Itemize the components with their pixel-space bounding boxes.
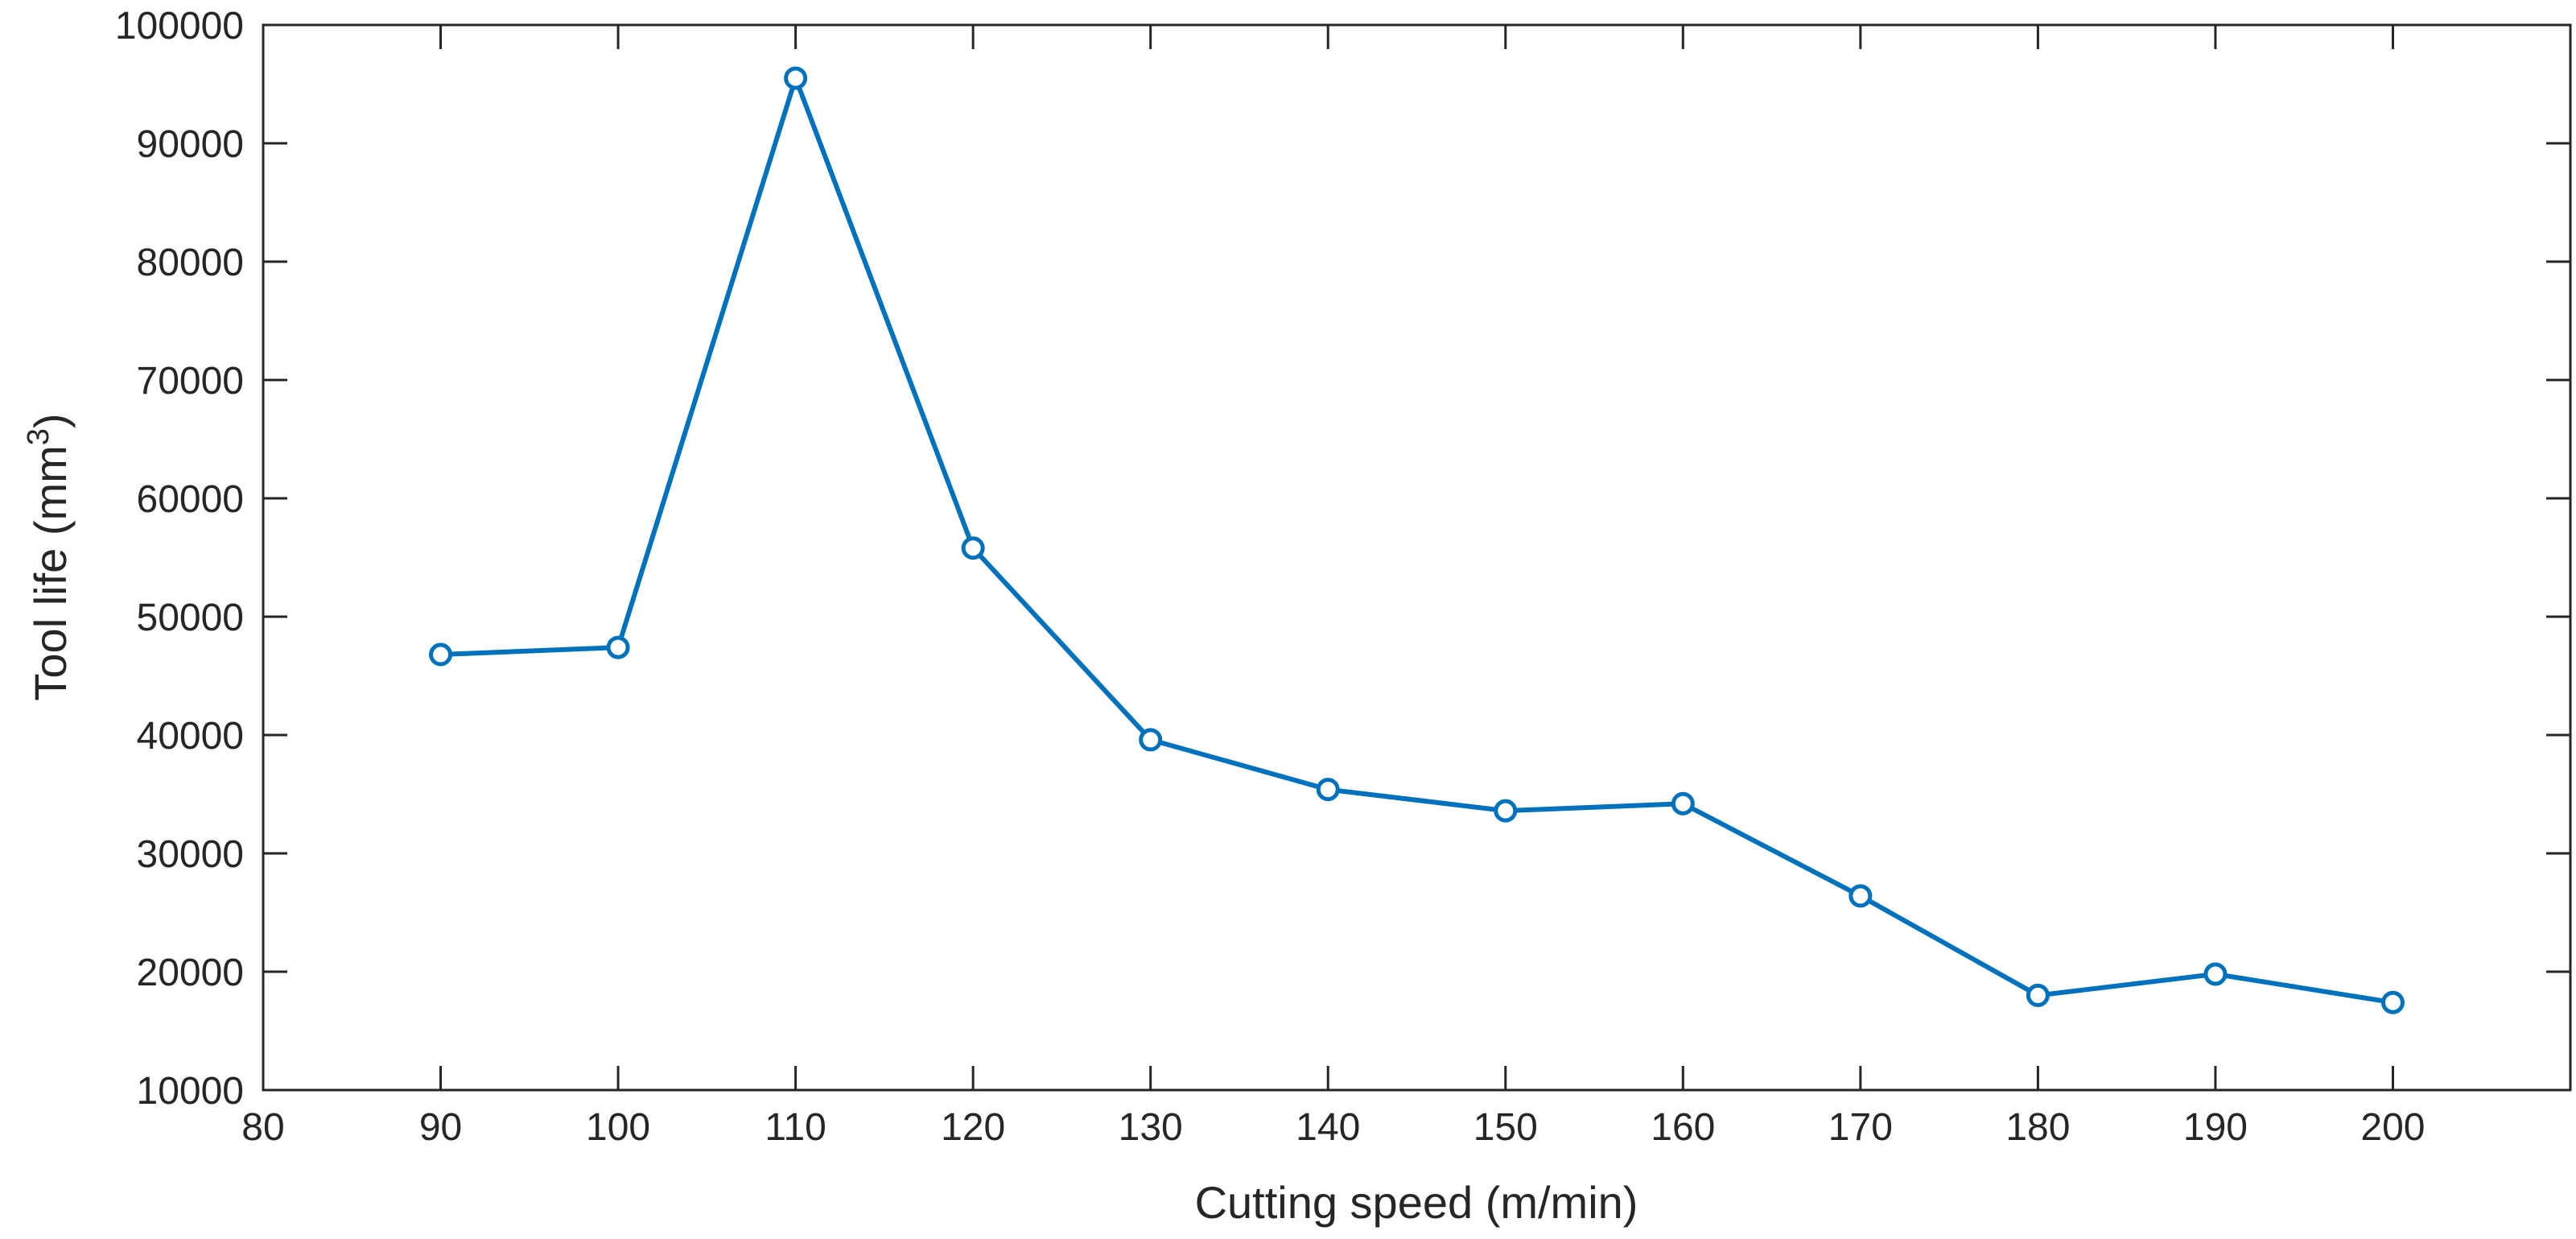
plot-area	[263, 25, 2570, 1090]
data-point-marker	[1494, 799, 1518, 823]
y-tick-label: 10000	[137, 1070, 244, 1113]
y-tick-label: 40000	[137, 715, 244, 758]
y-tick-label: 50000	[137, 597, 244, 639]
y-axis-label: Tool life (mm3)	[22, 413, 76, 700]
y-tick-label: 30000	[137, 833, 244, 876]
y-axis-label-superscript: 3	[22, 428, 56, 445]
x-tick-label: 180	[2005, 1106, 2070, 1149]
data-point-marker	[1849, 884, 1873, 908]
x-tick-labels: 80 90 100 110 120 130 140 150 160 170 180 190 200	[241, 1106, 2425, 1149]
x-tick-label: 100	[586, 1106, 650, 1149]
axis-ticks	[262, 23, 2570, 1092]
x-tick-label: 140	[1296, 1106, 1360, 1149]
data-point-marker	[606, 635, 630, 659]
data-point-marker	[429, 642, 453, 667]
series-line	[440, 76, 2393, 1006]
plot-frame	[262, 23, 2572, 1092]
y-tick-label: 90000	[137, 123, 244, 166]
x-tick-label: 150	[1473, 1106, 1538, 1149]
y-axis-label-text: Tool life (mm	[25, 445, 76, 700]
x-tick-label: 90	[419, 1106, 462, 1149]
x-tick-label: 80	[241, 1106, 284, 1149]
x-tick-label: 190	[2183, 1106, 2248, 1149]
y-tick-label: 80000	[137, 242, 244, 284]
y-tick-label: 70000	[137, 360, 244, 403]
data-point-marker	[1671, 791, 1695, 816]
x-axis-label: Cutting speed (m/min)	[1195, 1177, 1638, 1228]
data-point-marker	[2380, 990, 2405, 1014]
data-point-marker	[961, 536, 985, 560]
x-tick-label: 130	[1119, 1106, 1183, 1149]
y-axis-label-close: )	[25, 413, 76, 428]
y-tick-labels: 10000 20000 30000 40000 50000 60000 70000 80000…	[115, 5, 244, 1113]
data-point-marker	[1139, 728, 1163, 752]
x-tick-label: 170	[1828, 1106, 1893, 1149]
data-point-marker	[1316, 778, 1340, 802]
x-tick-label: 110	[765, 1106, 826, 1149]
x-tick-label: 160	[1651, 1106, 1715, 1149]
y-tick-label: 100000	[115, 5, 244, 47]
data-point-marker	[784, 66, 808, 90]
x-tick-label: 120	[941, 1106, 1005, 1149]
data-point-marker	[2026, 983, 2050, 1007]
y-tick-label: 20000	[137, 952, 244, 994]
x-tick-label: 200	[2360, 1106, 2425, 1149]
data-point-marker	[2203, 962, 2228, 986]
y-tick-label: 60000	[137, 478, 244, 521]
series-layer	[429, 66, 2405, 1014]
